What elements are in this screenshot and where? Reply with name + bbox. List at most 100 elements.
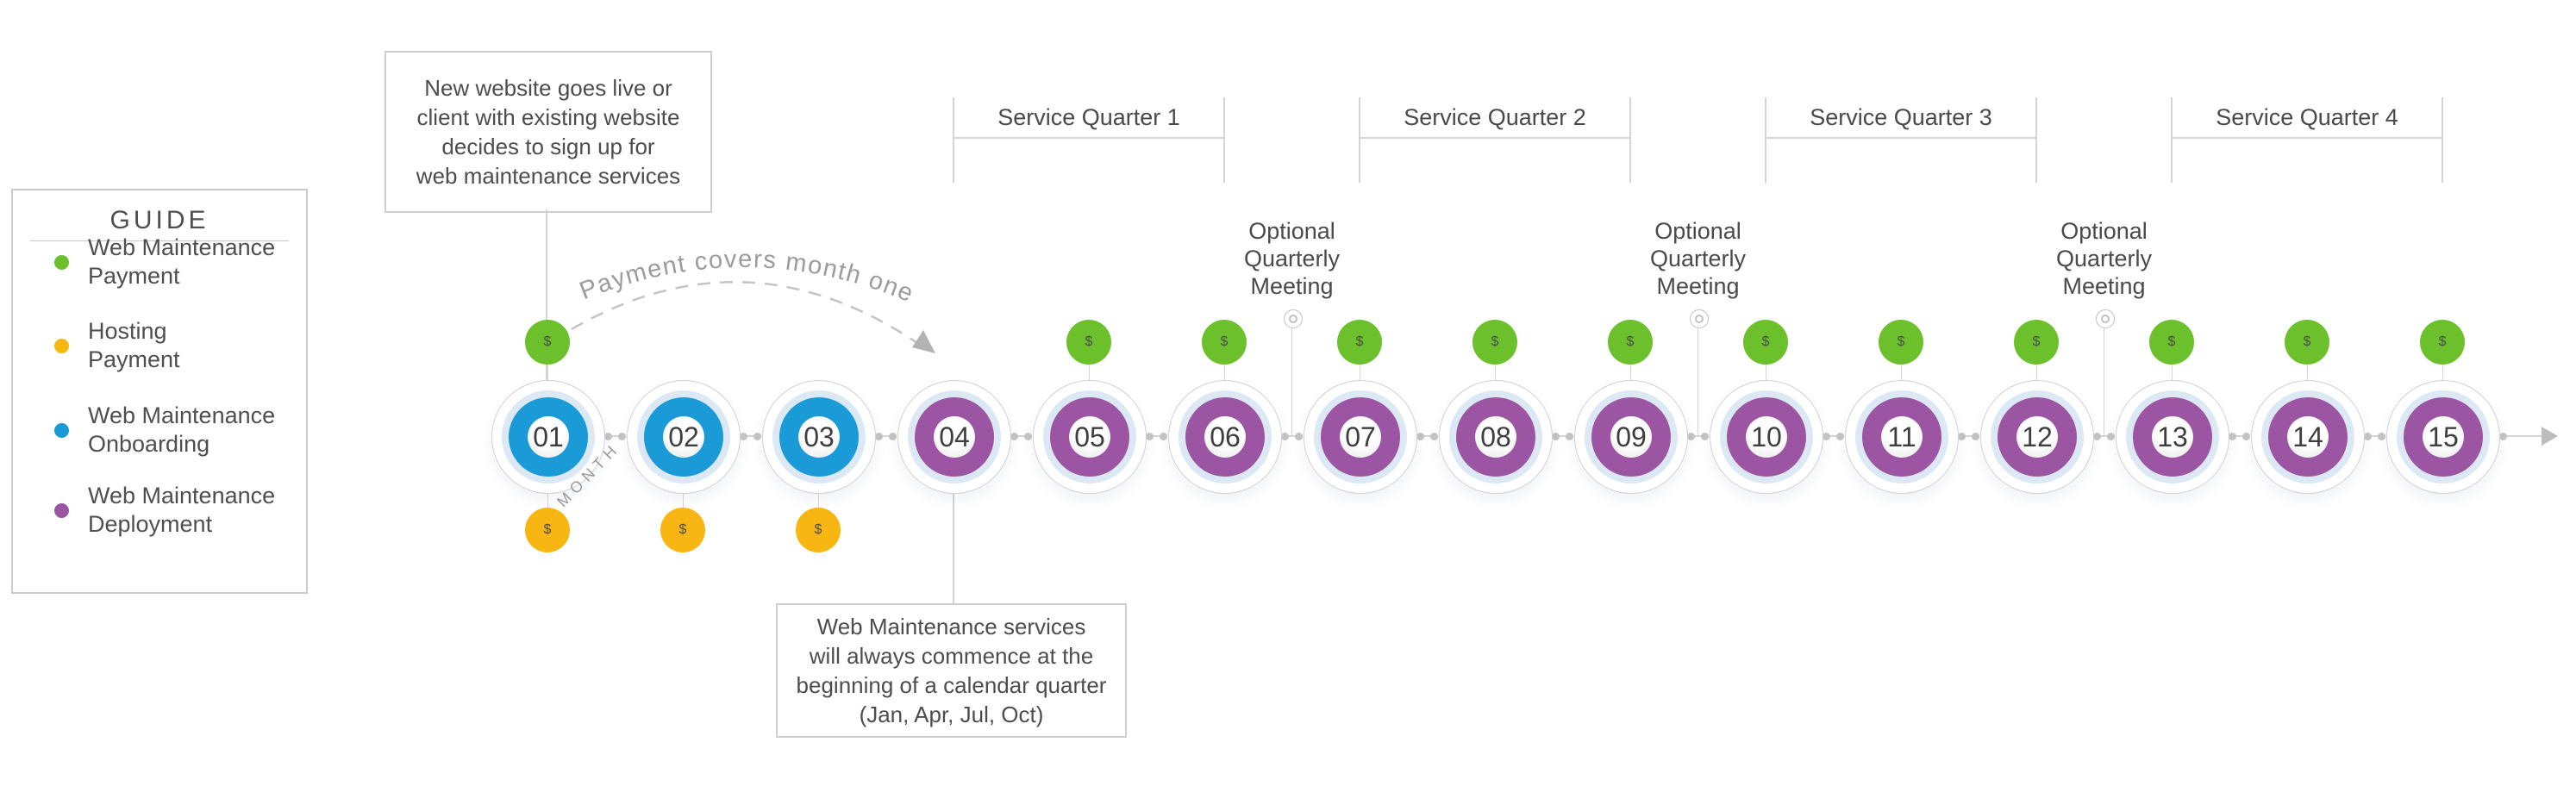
green-dot-icon bbox=[54, 254, 69, 270]
top-note-connector bbox=[546, 209, 547, 381]
month-node-11: 11 bbox=[1845, 380, 1959, 494]
payment-badge-stem bbox=[1765, 364, 1766, 382]
connector-line bbox=[1552, 435, 1573, 437]
month-center: 05 bbox=[1069, 416, 1110, 458]
quarter-bracket-base-line bbox=[2172, 137, 2442, 139]
connector-dot bbox=[1687, 432, 1695, 440]
meeting-marker-inner-icon bbox=[1694, 315, 1704, 323]
web-maintenance-payment-badge: $ bbox=[1879, 320, 1923, 365]
meeting-marker-icon bbox=[1283, 309, 1303, 328]
connector-line bbox=[604, 435, 626, 437]
month-number: 14 bbox=[2292, 421, 2323, 452]
timeline-end-line bbox=[2507, 435, 2542, 437]
hosting-payment-badge: $ bbox=[660, 508, 705, 552]
connector-dot bbox=[2107, 432, 2115, 440]
connector-dot bbox=[1416, 432, 1424, 440]
month-center: 01 bbox=[528, 416, 569, 458]
month-number: 05 bbox=[1074, 421, 1105, 452]
month-node-13: 13 bbox=[2116, 380, 2229, 494]
web-maintenance-payment-badge: $ bbox=[1202, 320, 1247, 365]
connector-dot bbox=[1281, 432, 1289, 440]
web-maintenance-payment-badge: $ bbox=[2014, 320, 2059, 365]
connector-dot bbox=[1701, 432, 1709, 440]
top-note: New website goes live or client with exi… bbox=[385, 51, 712, 213]
meeting-connector-line bbox=[2103, 327, 2104, 436]
connector-line bbox=[2229, 435, 2250, 437]
meeting-label: Optional Quarterly Meeting bbox=[1243, 218, 1341, 299]
month-number: 04 bbox=[939, 421, 970, 452]
month-center: 09 bbox=[1610, 416, 1652, 458]
guide-legend-item: Web Maintenance Deployment bbox=[54, 482, 275, 539]
web-maintenance-payment-badge: $ bbox=[1608, 320, 1653, 365]
guide-legend-label: Hosting Payment bbox=[88, 318, 180, 372]
month-node-15: 15 bbox=[2386, 380, 2500, 494]
guide-divider bbox=[30, 240, 289, 241]
connector-dot bbox=[604, 432, 612, 440]
hosting-badge-stem bbox=[817, 490, 819, 508]
quarter-bracket-right-line bbox=[2442, 97, 2443, 183]
payment-badge-stem bbox=[1900, 364, 1902, 382]
month-number: 01 bbox=[533, 421, 564, 452]
quarter-bracket-left-line bbox=[2171, 97, 2173, 183]
month-number: 12 bbox=[2022, 421, 2053, 452]
month-number: 11 bbox=[1887, 421, 1916, 452]
dollar-icon: $ bbox=[2303, 334, 2311, 349]
month-center: 12 bbox=[2016, 416, 2058, 458]
connector-dot bbox=[1010, 432, 1018, 440]
connector-line bbox=[1687, 435, 1709, 437]
payment-arc-dashed-line bbox=[571, 281, 918, 345]
payment-arc-arrowhead-icon bbox=[912, 330, 935, 353]
dollar-icon: $ bbox=[543, 334, 552, 349]
connector-dot bbox=[1972, 432, 1979, 440]
connector-line bbox=[1416, 435, 1438, 437]
quarter-bracket-left-line bbox=[1765, 97, 1766, 183]
payment-badge-stem bbox=[2035, 364, 2037, 382]
quarter-label: Service Quarter 3 bbox=[1810, 104, 1992, 130]
connector-dot bbox=[753, 432, 761, 440]
month-center: 14 bbox=[2287, 416, 2329, 458]
connector-dot bbox=[740, 432, 747, 440]
web-maintenance-payment-badge: $ bbox=[1743, 320, 1788, 365]
month-center: 04 bbox=[934, 416, 975, 458]
connector-dot bbox=[2364, 432, 2372, 440]
connector-line bbox=[2093, 435, 2115, 437]
connector-dot bbox=[889, 432, 897, 440]
dollar-icon: $ bbox=[1491, 334, 1499, 349]
meeting-label: Optional Quarterly Meeting bbox=[1649, 218, 1747, 299]
month-node-10: 10 bbox=[1710, 380, 1823, 494]
dollar-icon: $ bbox=[678, 522, 687, 537]
blue-dot-icon bbox=[54, 422, 69, 438]
month-node-12: 12 bbox=[1980, 380, 2094, 494]
connector-line bbox=[1958, 435, 1979, 437]
month-center: 07 bbox=[1340, 416, 1381, 458]
payment-badge-stem bbox=[2306, 364, 2308, 382]
dollar-icon: $ bbox=[2032, 334, 2041, 349]
connector-dot bbox=[1823, 432, 1830, 440]
month-center: 08 bbox=[1475, 416, 1516, 458]
dollar-icon: $ bbox=[1897, 334, 1905, 349]
quarter-bracket-base-line bbox=[1360, 137, 1630, 139]
month-center: 02 bbox=[663, 416, 704, 458]
bottom-note-connector bbox=[953, 491, 954, 604]
month-number: 08 bbox=[1480, 421, 1511, 452]
hosting-payment-badge: $ bbox=[525, 508, 570, 552]
connector-dot bbox=[2378, 432, 2385, 440]
payment-badge-stem bbox=[2171, 364, 2173, 382]
quarter-label: Service Quarter 4 bbox=[2216, 104, 2398, 130]
web-maintenance-payment-badge: $ bbox=[2149, 320, 2194, 365]
month-node-01: 01 bbox=[491, 380, 605, 494]
connector-dot bbox=[1430, 432, 1438, 440]
connector-dot bbox=[2229, 432, 2236, 440]
month-node-06: 06 bbox=[1168, 380, 1282, 494]
payment-badge-stem bbox=[2442, 364, 2443, 382]
guide-title: GUIDE bbox=[109, 206, 209, 234]
connector-dot bbox=[1024, 432, 1032, 440]
quarter-label: Service Quarter 1 bbox=[997, 104, 1180, 130]
dollar-icon: $ bbox=[1085, 334, 1093, 349]
guide-panel: GUIDE Web Maintenance Payment Hosting Pay… bbox=[11, 189, 308, 594]
dollar-icon: $ bbox=[543, 522, 552, 537]
month-node-04: 04 bbox=[897, 380, 1011, 494]
guide-legend-item: Web Maintenance Onboarding bbox=[54, 402, 275, 458]
connector-line bbox=[1823, 435, 1844, 437]
